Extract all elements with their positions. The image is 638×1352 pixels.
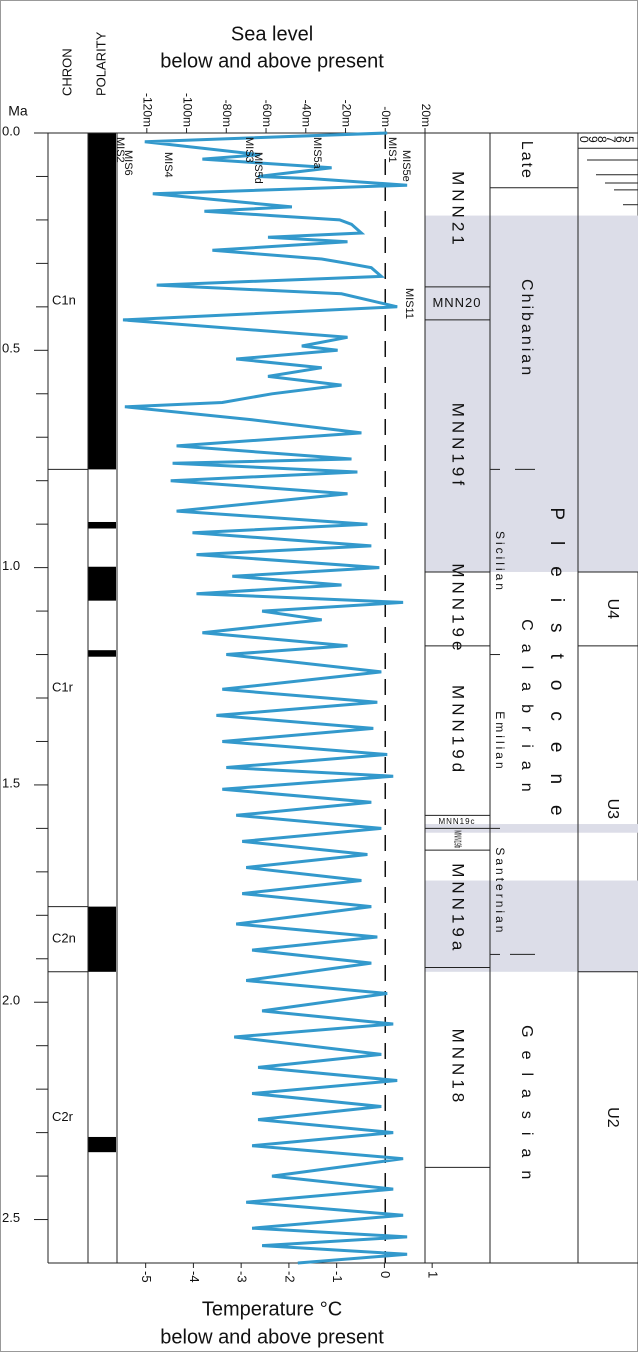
x2-tick-label: -1 [330, 1271, 345, 1283]
x2-axis-label: Temperature °C [202, 1298, 342, 1320]
mis-label: MIS5d [252, 152, 264, 184]
chron-label: C2r [52, 1109, 74, 1124]
normal-polarity [88, 906, 116, 972]
unit-label: 7 [604, 136, 618, 143]
unit-label: 6 [613, 136, 627, 143]
x-tick-label: -40m [300, 100, 314, 127]
x-tick-label: -80m [220, 100, 234, 127]
stage-label: Chibanian [518, 279, 535, 378]
chart-subtitle: below and above present [160, 50, 384, 72]
mis-label: MIS5a [311, 137, 323, 170]
y-axis-label: Ma [8, 103, 28, 119]
shaded-interval [425, 824, 638, 833]
x-tick-label: -100m [180, 93, 194, 127]
mis-label: MIS3 [243, 137, 255, 163]
mnn-label: MNN21 [449, 171, 468, 249]
shaded-interval [425, 880, 638, 972]
x2-tick-label: 1 [426, 1271, 441, 1278]
y-tick-label: 1.0 [2, 558, 20, 573]
normal-polarity [88, 566, 116, 601]
mnn-label: MNN19b [451, 830, 462, 848]
mnn-label: MNN19f [449, 403, 468, 489]
mis-label: MIS5e [400, 150, 412, 182]
unit-label: U3 [604, 799, 621, 820]
stage-label: Late [518, 141, 535, 180]
sea-level-curve [122, 131, 408, 1265]
unit-label: 8 [595, 136, 609, 143]
y-tick-label: 0.5 [2, 341, 20, 356]
x2-tick-label: -4 [187, 1271, 202, 1283]
unit-label: 5 [622, 136, 636, 143]
unit-label: U2 [604, 1107, 621, 1128]
shaded-interval [425, 215, 638, 572]
chron-header: CHRON [59, 48, 74, 96]
y-tick-label: 1.5 [2, 775, 20, 790]
mnn-label: MNN19e [449, 563, 468, 654]
unit-label: 9 [586, 136, 600, 143]
substage-label: Emilian [493, 711, 507, 771]
x-tick-label: 20m [419, 104, 433, 127]
mnn-label: MNN20 [432, 295, 481, 310]
chart-title: Sea level [231, 23, 313, 45]
x2-tick-label: -5 [139, 1271, 154, 1283]
y-tick-label: 0.0 [2, 123, 20, 138]
normal-polarity [88, 1136, 116, 1153]
mnn-label: MNN19c [438, 817, 475, 826]
y-tick-label: 2.0 [2, 993, 20, 1008]
mis-label: MIS4 [162, 152, 174, 178]
polarity-header: POLARITY [93, 31, 108, 96]
stage-label: Gelasian [518, 1025, 535, 1192]
normal-polarity [88, 133, 116, 470]
x2-tick-label: 0 [378, 1271, 393, 1278]
stage-label: Calabrian [518, 619, 535, 804]
epoch-label: Pleistocene [546, 507, 567, 836]
x-tick-label: -60m [260, 100, 274, 127]
chron-label: C1r [52, 679, 74, 694]
mis-label: MIS1 [386, 137, 398, 163]
unit-label: U4 [604, 599, 621, 620]
x2-tick-label: -3 [235, 1271, 250, 1283]
mis-label: MIS11 [403, 288, 415, 319]
mis-label: MIS6 [122, 150, 134, 176]
x-tick-label: -0m [379, 106, 393, 127]
x2-axis-sublabel: below and above present [160, 1326, 384, 1348]
chron-label: C2n [52, 931, 76, 946]
mnn-label: MNN19a [449, 863, 468, 954]
x2-tick-label: -2 [282, 1271, 297, 1283]
x-tick-label: -20m [339, 100, 353, 127]
normal-polarity [88, 521, 116, 529]
mnn-label: MNN19d [449, 685, 468, 776]
unit-label: 0 [577, 136, 591, 143]
x-tick-label: -120m [141, 93, 155, 127]
chron-label: C1n [52, 293, 76, 308]
normal-polarity [88, 650, 116, 657]
substage-label: Sicilian [493, 531, 507, 593]
substage-label: Santernian [493, 847, 507, 935]
mnn-label: MNN18 [449, 1029, 468, 1107]
mis-label: MIS2 [114, 137, 126, 163]
y-tick-label: 2.5 [2, 1210, 20, 1225]
